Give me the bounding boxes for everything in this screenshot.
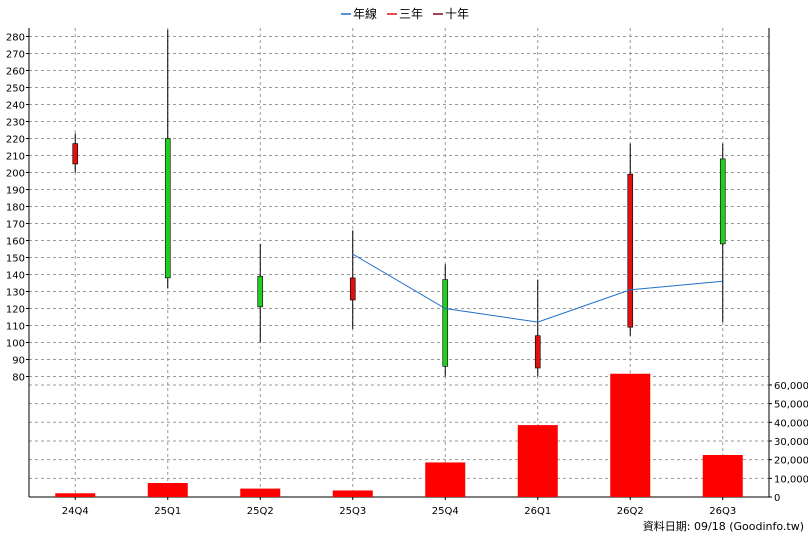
legend-label: 三年 <box>399 7 423 21</box>
legend-label: 十年 <box>445 7 469 21</box>
price-tick-label: 140 <box>6 271 25 282</box>
price-tick-label: 240 <box>6 101 25 112</box>
axes <box>26 28 772 500</box>
volume-bars <box>55 373 743 497</box>
volume-tick-label: 0 <box>774 493 780 504</box>
price-tick-label: 110 <box>6 322 25 333</box>
legend-item: 十年 <box>433 7 469 21</box>
price-tick-label: 260 <box>6 67 25 78</box>
volume-tick-label: 60,000 <box>774 381 808 392</box>
candle-body-down <box>627 173 634 328</box>
grid <box>29 28 769 497</box>
candle-body-down <box>349 277 356 301</box>
volume-tick-label: 10,000 <box>774 474 808 485</box>
price-tick-label: 170 <box>6 220 25 231</box>
x-tick-label: 25Q2 <box>247 506 274 517</box>
x-tick-label: 25Q1 <box>154 506 181 517</box>
legend-item: 三年 <box>387 7 423 21</box>
x-tick-label: 24Q4 <box>62 506 89 517</box>
volume-bar <box>332 490 373 497</box>
volume-bar <box>55 493 96 497</box>
x-tick-label: 26Q3 <box>709 506 736 517</box>
x-tick-label: 26Q2 <box>617 506 644 517</box>
candle-body-down <box>72 143 79 165</box>
volume-bar <box>610 373 651 497</box>
price-tick-label: 180 <box>6 203 25 214</box>
x-tick-label: 26Q1 <box>524 506 551 517</box>
volume-tick-label: 20,000 <box>774 456 808 467</box>
price-tick-label: 190 <box>6 186 25 197</box>
axis-labels: 80 90 100 110 120 130 140 150 160 170 180 190 200 210… <box>6 33 808 518</box>
candle-body-up <box>257 275 264 308</box>
candle-body-down <box>534 335 541 369</box>
candle-body-up <box>719 158 726 245</box>
source-note: 資料日期: 09/18 (Goodinfo.tw) <box>643 519 804 533</box>
volume-bar <box>517 425 558 497</box>
price-tick-label: 100 <box>6 339 25 350</box>
price-tick-label: 120 <box>6 305 25 316</box>
price-tick-label: 130 <box>6 288 25 299</box>
price-tick-label: 270 <box>6 50 25 61</box>
x-tick-label: 25Q3 <box>339 506 366 517</box>
legend-item: 年線 <box>341 6 377 21</box>
price-tick-label: 90 <box>12 356 25 367</box>
price-tick-label: 280 <box>6 33 25 44</box>
candlesticks <box>72 29 726 377</box>
candle-body-up <box>164 138 171 279</box>
volume-bar <box>702 454 743 497</box>
price-tick-label: 160 <box>6 237 25 248</box>
volume-tick-label: 50,000 <box>774 400 808 411</box>
price-tick-label: 80 <box>12 373 25 384</box>
legend: 年線 三年 十年 <box>341 6 469 21</box>
legend-label: 年線 <box>353 6 377 21</box>
volume-bar <box>147 482 188 497</box>
price-tick-label: 210 <box>6 152 25 163</box>
volume-tick-label: 40,000 <box>774 418 808 429</box>
moving-average-lines <box>352 253 723 323</box>
volume-tick-label: 30,000 <box>774 437 808 448</box>
volume-bar <box>240 488 281 497</box>
price-tick-label: 220 <box>6 135 25 146</box>
price-tick-label: 230 <box>6 118 25 129</box>
volume-bar <box>425 462 466 497</box>
x-tick-label: 25Q4 <box>432 506 459 517</box>
candle-body-up <box>442 279 449 367</box>
annual-line <box>352 253 723 323</box>
price-tick-label: 150 <box>6 254 25 265</box>
price-tick-label: 200 <box>6 169 25 180</box>
price-tick-label: 250 <box>6 84 25 95</box>
